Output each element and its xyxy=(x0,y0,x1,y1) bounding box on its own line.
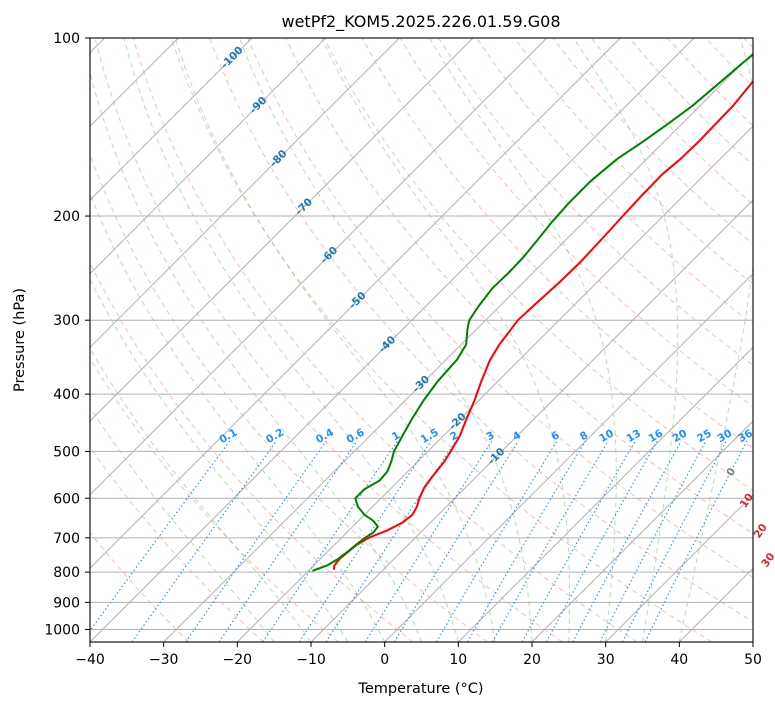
moist-adiabat xyxy=(573,38,679,642)
x-tick-label: −40 xyxy=(75,652,105,668)
mixing-ratio-line xyxy=(218,440,358,642)
isotherm-line xyxy=(90,38,548,496)
moist-adiabat-label: 30 xyxy=(759,551,775,570)
x-tick-label: 0 xyxy=(380,652,389,668)
mixing-ratio-line xyxy=(545,440,658,642)
dry-adiabat xyxy=(90,446,264,642)
isotherm-gridlines xyxy=(90,38,753,642)
y-tick-label: 1000 xyxy=(44,623,80,639)
mixing-ratio-line xyxy=(364,440,493,642)
moist-adiabat xyxy=(90,347,312,642)
mixing-ratio-line xyxy=(393,440,519,642)
x-tick-label: 10 xyxy=(449,652,467,668)
mixing-ratio-line xyxy=(491,440,609,642)
mixing-ratio-line xyxy=(325,440,457,642)
x-tick-label: −20 xyxy=(223,652,253,668)
x-axis: −40 −30 −20 −10 0 10 20 30 40 50 xyxy=(75,642,762,668)
mixing-ratio-line xyxy=(435,440,558,642)
temperature-profile xyxy=(333,79,753,570)
x-tick-label: −10 xyxy=(296,652,326,668)
mixing-ratio-lines xyxy=(90,440,748,642)
y-tick-label: 600 xyxy=(53,491,80,507)
moist-adiabat xyxy=(123,38,459,642)
moist-adiabats xyxy=(90,38,753,642)
y-tick-label: 200 xyxy=(53,209,80,225)
plot-frame xyxy=(89,37,754,643)
mixing-ratio-line xyxy=(298,440,432,642)
chart-title: wetPf2_KOM5.2025.226.01.59.G08 xyxy=(281,12,560,32)
mixing-ratio-line xyxy=(185,440,327,642)
isotherm-line xyxy=(90,38,474,422)
x-tick-label: 40 xyxy=(670,652,688,668)
isotherm-line xyxy=(310,199,753,642)
y-tick-label: 800 xyxy=(53,565,80,581)
mixing-ratio-line xyxy=(644,440,748,642)
moist-adiabat xyxy=(238,38,533,642)
isotherm-line xyxy=(90,38,621,570)
isotherm-line xyxy=(90,38,695,642)
moist-adiabat xyxy=(90,278,349,642)
mixing-ratio-line xyxy=(467,440,586,642)
isotherm-line xyxy=(90,38,327,275)
dry-adiabat xyxy=(209,38,753,623)
moist-adiabat xyxy=(174,38,496,642)
x-tick-label: 50 xyxy=(744,652,762,668)
mixing-ratio-line xyxy=(262,440,399,642)
y-tick-label: 900 xyxy=(53,595,80,611)
isotherm-line xyxy=(605,493,753,642)
dry-adiabat xyxy=(132,38,638,642)
dry-adiabat xyxy=(170,38,712,642)
isotherm-line xyxy=(457,346,753,642)
dry-adiabat xyxy=(399,38,753,408)
x-tick-label: 30 xyxy=(597,652,615,668)
moist-adiabat xyxy=(90,406,275,642)
isotherm-line xyxy=(90,38,400,349)
y-axis: 100 200 300 400 500 600 700 800 900 1000 xyxy=(44,31,90,639)
moist-adiabat-label: 40 xyxy=(772,582,775,601)
dry-adiabat xyxy=(514,38,753,285)
moist-adiabat xyxy=(429,38,617,642)
dry-adiabat xyxy=(90,531,190,642)
moist-adiabat xyxy=(90,70,422,642)
dewpoint-profile xyxy=(312,53,753,572)
x-tick-label: 20 xyxy=(523,652,541,668)
x-axis-title: Temperature (°C) xyxy=(357,681,483,697)
y-axis-title: Pressure (hPa) xyxy=(12,288,28,392)
y-tick-label: 500 xyxy=(53,444,80,460)
moist-adiabat xyxy=(321,38,571,642)
x-tick-label: −30 xyxy=(149,652,179,668)
sounding-profiles xyxy=(312,53,753,572)
y-tick-label: 700 xyxy=(53,531,80,547)
mixing-ratio-line xyxy=(521,440,636,642)
isotherm-line xyxy=(531,420,753,642)
y-tick-label: 400 xyxy=(53,387,80,403)
moist-adiabat xyxy=(90,192,386,642)
dry-adiabat xyxy=(247,38,753,578)
y-tick-label: 300 xyxy=(53,313,80,329)
isotherm-line xyxy=(90,38,253,201)
dry-adiabat xyxy=(90,153,488,642)
dry-adiabat xyxy=(94,38,563,642)
isotherm-line xyxy=(384,272,753,642)
dry-adiabat xyxy=(90,357,339,642)
mixing-ratio-line xyxy=(90,440,231,632)
isotherm-line xyxy=(236,125,753,642)
y-tick-label: 100 xyxy=(53,31,80,47)
